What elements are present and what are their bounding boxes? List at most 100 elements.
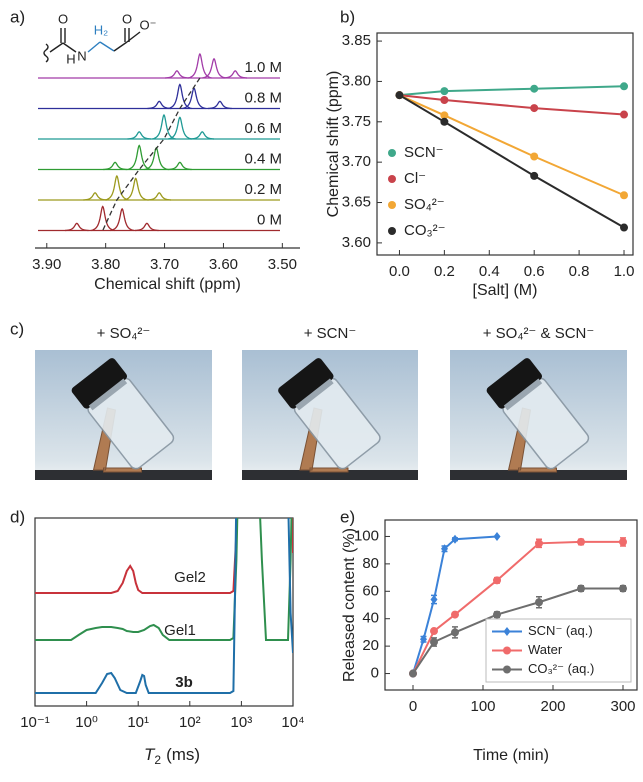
marker [530, 171, 539, 180]
marker [409, 669, 417, 678]
peak [208, 100, 232, 110]
x-label-symbol: T [144, 745, 156, 764]
x-axis-label: Chemical shift (ppm) [94, 276, 241, 293]
x-tick-label: 10⁻¹ [20, 714, 50, 731]
x-tick-label: 0.0 [389, 263, 410, 280]
peak [123, 177, 148, 201]
x-tick-label: 0 [409, 698, 417, 715]
bond [49, 42, 64, 53]
legend-label: CO₃²⁻ [404, 222, 446, 239]
y-tick-label: 100 [354, 527, 379, 544]
bond [99, 41, 115, 52]
vial-neck [88, 378, 128, 411]
marker [493, 610, 501, 619]
y-tick-label: 3.80 [342, 72, 371, 89]
x-label-subscript: 2 [154, 753, 161, 767]
marker [388, 175, 396, 183]
marker [535, 539, 543, 548]
plot-frame [34, 517, 294, 707]
photo [450, 350, 627, 480]
series-label: 0.6 M [244, 120, 282, 137]
table-edge [35, 470, 212, 480]
x-tick-label: 1.0 [614, 263, 635, 280]
distribution-curve [35, 518, 293, 694]
bond [87, 41, 101, 53]
peak [127, 144, 152, 171]
peak [168, 161, 192, 171]
marker [530, 104, 539, 113]
x-tick-label: 10² [179, 714, 201, 731]
guide-line [102, 77, 201, 231]
x-tick-label: 3.50 [268, 256, 297, 273]
atom-label: O⁻ [140, 17, 157, 32]
x-tick-label: 0.2 [434, 263, 455, 280]
peak [167, 116, 192, 140]
y-tick-label: 40 [362, 610, 379, 627]
x-tick-label: 300 [610, 698, 635, 715]
marker [430, 638, 438, 647]
panel-label: a) [10, 7, 25, 26]
marker [440, 87, 449, 96]
y-tick-label: 3.65 [342, 193, 371, 210]
x-tick-label: 3.90 [32, 256, 61, 273]
peak [190, 131, 215, 140]
x-tick-label: 10¹ [127, 714, 149, 731]
marker [441, 544, 448, 554]
series-label: 1.0 M [244, 59, 282, 76]
series-label: 0.8 M [244, 89, 282, 106]
marker [577, 584, 585, 593]
peak [103, 161, 127, 171]
x-label-unit: (ms) [166, 745, 200, 764]
marker [388, 201, 396, 209]
y-axis-label: Chemical shift (ppm) [325, 71, 342, 218]
curves [35, 518, 293, 694]
peak [135, 222, 159, 232]
atom-label: H [66, 51, 75, 66]
peak [147, 100, 172, 110]
x-tick-label: 3.80 [91, 256, 120, 273]
x-tick-label: 10⁴ [281, 714, 304, 731]
marker [451, 610, 459, 619]
marker [440, 96, 449, 105]
x-axis-label: [Salt] (M) [473, 282, 538, 299]
y-tick-label: 0 [371, 665, 379, 682]
plot-frame [384, 519, 638, 691]
marker [451, 628, 459, 637]
vial-neck [503, 378, 543, 411]
peak [104, 174, 129, 201]
panel-label: b) [340, 7, 355, 26]
marker [620, 110, 629, 119]
marker [388, 149, 396, 157]
marker [530, 152, 539, 161]
table-edge [242, 470, 418, 480]
photo [35, 350, 212, 480]
marker [530, 84, 539, 93]
series-line [412, 535, 498, 674]
plot-frame [376, 32, 634, 256]
marker [420, 634, 427, 644]
bond [126, 31, 141, 43]
vial-cap [278, 358, 334, 409]
x-axis-label: Time (min) [473, 747, 549, 764]
series-label: 0.4 M [244, 150, 282, 167]
peak [64, 222, 89, 232]
bond [113, 41, 128, 52]
vial-neck [295, 378, 334, 411]
series-line [399, 94, 625, 116]
marker [493, 576, 501, 585]
peak [167, 83, 192, 110]
y-tick-label: 3.75 [342, 113, 371, 130]
marker [619, 584, 627, 593]
y-tick-label: 3.70 [342, 153, 371, 170]
marker [577, 537, 585, 546]
y-tick-label: 60 [362, 582, 379, 599]
wavy-bond [43, 43, 49, 63]
marker [619, 537, 627, 546]
x-tick-label: 3.70 [150, 256, 179, 273]
marker [440, 117, 449, 126]
peak [202, 57, 226, 79]
distribution-curve [35, 518, 293, 594]
marker [440, 111, 449, 120]
marker [388, 227, 396, 235]
